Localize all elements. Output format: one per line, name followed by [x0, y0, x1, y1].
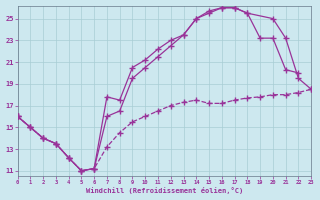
- X-axis label: Windchill (Refroidissement éolien,°C): Windchill (Refroidissement éolien,°C): [86, 187, 243, 194]
